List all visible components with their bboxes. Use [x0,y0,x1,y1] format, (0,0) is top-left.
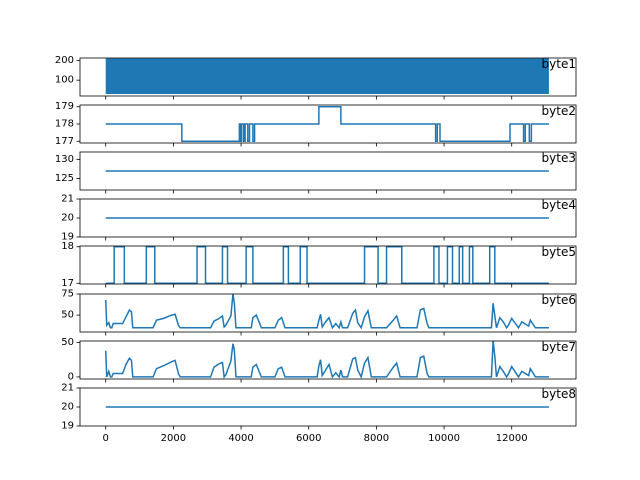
xtick-label-0: 0 [103,433,109,444]
axes-frame-byte3 [79,151,577,191]
axes-frame-byte5 [79,245,577,285]
subplot-byte1: 100 200 byte1 [55,55,577,100]
ytick-label-byte7-0: 0 [68,371,74,382]
ytick-label-byte6-1: 75 [61,289,74,300]
ytick-label-byte6-0: 50 [61,310,74,321]
axes-frame-byte7 [79,340,577,380]
subplot-byte6: 50 75 byte6 [61,289,577,336]
ytick-label-byte1-1: 200 [55,55,74,66]
series-line-byte6 [104,294,549,330]
subplot-title-byte3: byte3 [542,151,576,165]
subplot-title-byte2: byte2 [542,104,576,118]
ytick-label-byte5-0: 17 [61,278,74,289]
series-line-byte5 [105,246,549,284]
xtick-label-6: 12000 [496,433,528,444]
subplot-title-byte5: byte5 [542,245,576,259]
subplot-byte7: 0 50 byte7 [61,337,577,383]
ytick-label-byte8-1: 20 [61,402,74,413]
ytick-label-byte4-0: 19 [61,232,74,243]
ytick-label-byte8-0: 19 [61,421,74,432]
subplot-byte8: 19 20 21 byte8 [61,383,577,432]
series-line-byte2 [105,105,549,143]
subplot-byte4: 19 20 21 byte4 [61,194,577,243]
subplot-title-byte4: byte4 [542,198,576,212]
series-line-byte7 [104,341,549,379]
xtick-label-2: 4000 [228,433,253,444]
ytick-label-byte2-0: 177 [55,136,74,147]
xtick-label-4: 8000 [364,433,389,444]
ytick-label-byte4-2: 21 [61,194,74,205]
ytick-label-byte1-0: 100 [55,75,74,86]
subplot-title-byte6: byte6 [542,293,576,307]
xtick-label-5: 10000 [428,433,460,444]
ytick-label-byte3-1: 130 [55,154,74,165]
subplot-byte5: 17 18 byte5 [61,241,577,289]
subplot-byte3: 125 130 byte3 [55,151,577,194]
ytick-label-byte8-2: 21 [61,383,74,394]
xtick-label-1: 2000 [161,433,186,444]
subplot-title-byte7: byte7 [542,340,576,354]
series-line-byte1 [105,58,549,95]
ytick-label-byte7-1: 50 [61,337,74,348]
ytick-label-byte5-1: 18 [61,241,74,252]
axes-frame-byte1 [79,57,577,97]
ytick-label-byte3-0: 125 [55,173,74,184]
subplot-title-byte8: byte8 [542,387,576,401]
subplot-byte2: 177 178 179 byte2 [55,101,577,147]
xtick-label-3: 6000 [296,433,321,444]
ytick-label-byte4-1: 20 [61,213,74,224]
ytick-label-byte2-1: 178 [55,119,74,130]
subplot-title-byte1: byte1 [542,57,576,71]
axes-frame-byte6 [79,293,577,333]
ytick-label-byte2-2: 179 [55,101,74,112]
